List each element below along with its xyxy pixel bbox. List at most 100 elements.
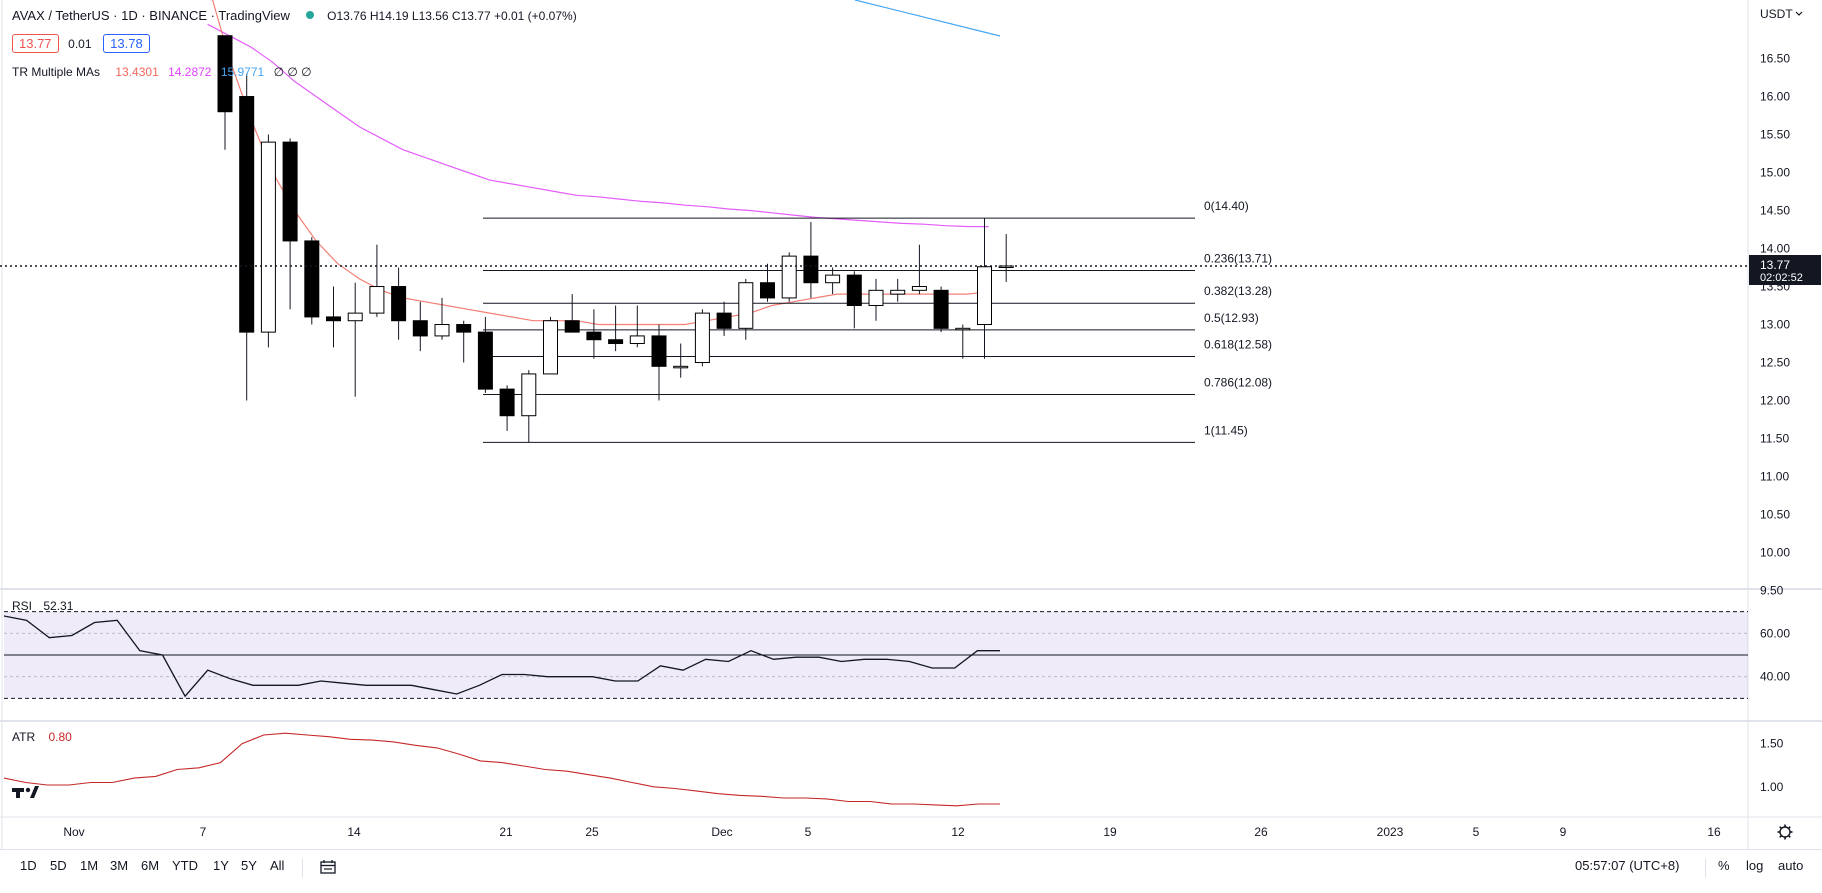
ma-indicator-name[interactable]: TR Multiple MAs — [12, 65, 101, 79]
atr-line — [3, 732, 1000, 807]
percent-scale-toggle[interactable]: % — [1718, 858, 1730, 873]
atr-value: 0.80 — [48, 730, 72, 744]
candle-body — [716, 312, 732, 329]
price-tick-label: 16.00 — [1760, 90, 1790, 104]
ma-value-slow: 15.9771 — [220, 65, 265, 79]
candle-body — [564, 320, 580, 333]
ma-legend: TR Multiple MAs 13.4301 14.2872 15.9771 … — [12, 65, 312, 79]
rsi-line — [3, 615, 1000, 698]
candle-body — [499, 388, 515, 417]
settings-gear-icon[interactable] — [1777, 824, 1793, 840]
candle-body — [586, 331, 602, 341]
price-tick-label: 14.00 — [1760, 242, 1790, 256]
atr-legend: ATR 0.80 — [12, 730, 72, 744]
candle-body — [629, 335, 645, 345]
price-tick-label: 15.00 — [1760, 166, 1790, 180]
time-tick-label: Dec — [711, 825, 732, 839]
candle-body — [217, 35, 233, 113]
auto-scale-toggle[interactable]: auto — [1778, 858, 1804, 873]
candle-body — [760, 282, 775, 299]
range-6m-button[interactable]: 6M — [141, 858, 160, 873]
ma-value-fast: 13.4301 — [115, 65, 159, 79]
fib-level-label: 0.618(12.58) — [1204, 337, 1272, 351]
fib-level-label: 0.382(13.28) — [1204, 284, 1272, 298]
chart-background — [0, 0, 1822, 849]
candle-body — [391, 286, 407, 322]
candle-body — [651, 335, 667, 367]
symbol-title[interactable]: AVAX / TetherUS · 1D · BINANCE · Trading… — [12, 8, 290, 23]
last-price-label: 13.77 — [1760, 258, 1790, 272]
bid-ask-row: 13.77 0.01 13.78 — [12, 34, 156, 53]
price-tick-label: 12.00 — [1760, 394, 1790, 408]
candle-body — [347, 312, 363, 322]
ma-mid-line — [207, 23, 989, 228]
range-5d-button[interactable]: 5D — [50, 858, 67, 873]
time-tick-label: 19 — [1103, 825, 1117, 839]
atr-tick-label: 1.00 — [1760, 780, 1784, 794]
range-1y-button[interactable]: 1Y — [213, 858, 229, 873]
candle-body — [456, 324, 472, 333]
candle-body — [369, 286, 385, 314]
candle-body — [477, 331, 493, 390]
atr-tick-label: 1.50 — [1760, 737, 1784, 751]
goto-date-icon[interactable] — [320, 859, 336, 874]
candle-body — [608, 339, 624, 345]
live-dot — [305, 11, 314, 19]
fib-level-label: 0.786(12.08) — [1204, 375, 1272, 389]
candle-body — [738, 282, 754, 329]
log-scale-toggle[interactable]: log — [1746, 858, 1764, 873]
time-tick-label: Nov — [63, 825, 84, 839]
rsi-legend: RSI 52.31 — [12, 599, 73, 613]
time-tick-label: 5 — [1473, 825, 1480, 839]
time-tick-label: 14 — [347, 825, 361, 839]
candle-body — [282, 141, 298, 242]
range-1d-button[interactable]: 1D — [20, 858, 37, 873]
fib-level-label: 0(14.40) — [1204, 199, 1249, 213]
time-tick-label: 2023 — [1377, 825, 1404, 839]
time-tick-label: 26 — [1254, 825, 1268, 839]
candle-body — [803, 255, 819, 284]
bid-price[interactable]: 13.77 — [12, 34, 59, 53]
symbol-legend: AVAX / TetherUS · 1D · BINANCE · Trading… — [12, 8, 577, 23]
candle-body — [868, 289, 884, 307]
candle-body — [412, 320, 428, 337]
candle-body — [543, 320, 558, 375]
price-tick-label: 11.00 — [1760, 470, 1789, 484]
rsi-value: 52.31 — [43, 599, 74, 613]
range-3m-button[interactable]: 3M — [110, 858, 129, 873]
chevron-down-icon — [1795, 11, 1803, 16]
candle-body — [911, 286, 927, 291]
candle-body — [434, 324, 450, 337]
range-ytd-button[interactable]: YTD — [172, 858, 198, 873]
range-5y-button[interactable]: 5Y — [241, 858, 257, 873]
candle-body — [694, 312, 710, 364]
candle-body — [673, 365, 689, 369]
candle-body — [825, 274, 841, 284]
atr-label[interactable]: ATR — [12, 730, 36, 744]
price-tick-label: 9.50 — [1760, 584, 1784, 598]
candle-body — [955, 327, 971, 331]
time-tick-label: 21 — [499, 825, 513, 839]
time-tick-label: 25 — [585, 825, 599, 839]
separator — [302, 858, 303, 878]
clock-timezone[interactable]: 05:57:07 (UTC+8) — [1575, 858, 1680, 873]
price-tick-label: 11.50 — [1760, 432, 1789, 446]
ask-price[interactable]: 13.78 — [103, 34, 150, 53]
price-axis-currency: USDT — [1760, 7, 1793, 21]
candle-body — [933, 289, 949, 329]
candle-body — [521, 373, 537, 417]
range-1m-button[interactable]: 1M — [80, 858, 99, 873]
fib-level-label: 0.236(13.71) — [1204, 252, 1272, 266]
rsi-tick-label: 40.00 — [1760, 670, 1790, 684]
price-tick-label: 10.00 — [1760, 546, 1790, 560]
time-tick-label: 9 — [1560, 825, 1567, 839]
time-tick-label: 5 — [805, 825, 812, 839]
rsi-label[interactable]: RSI — [12, 599, 33, 613]
spread-value: 0.01 — [68, 37, 92, 51]
time-tick-label: 16 — [1707, 825, 1721, 839]
range-all-button[interactable]: All — [270, 858, 285, 873]
fib-level-label: 0.5(12.93) — [1204, 311, 1259, 325]
time-tick-label: 7 — [200, 825, 207, 839]
